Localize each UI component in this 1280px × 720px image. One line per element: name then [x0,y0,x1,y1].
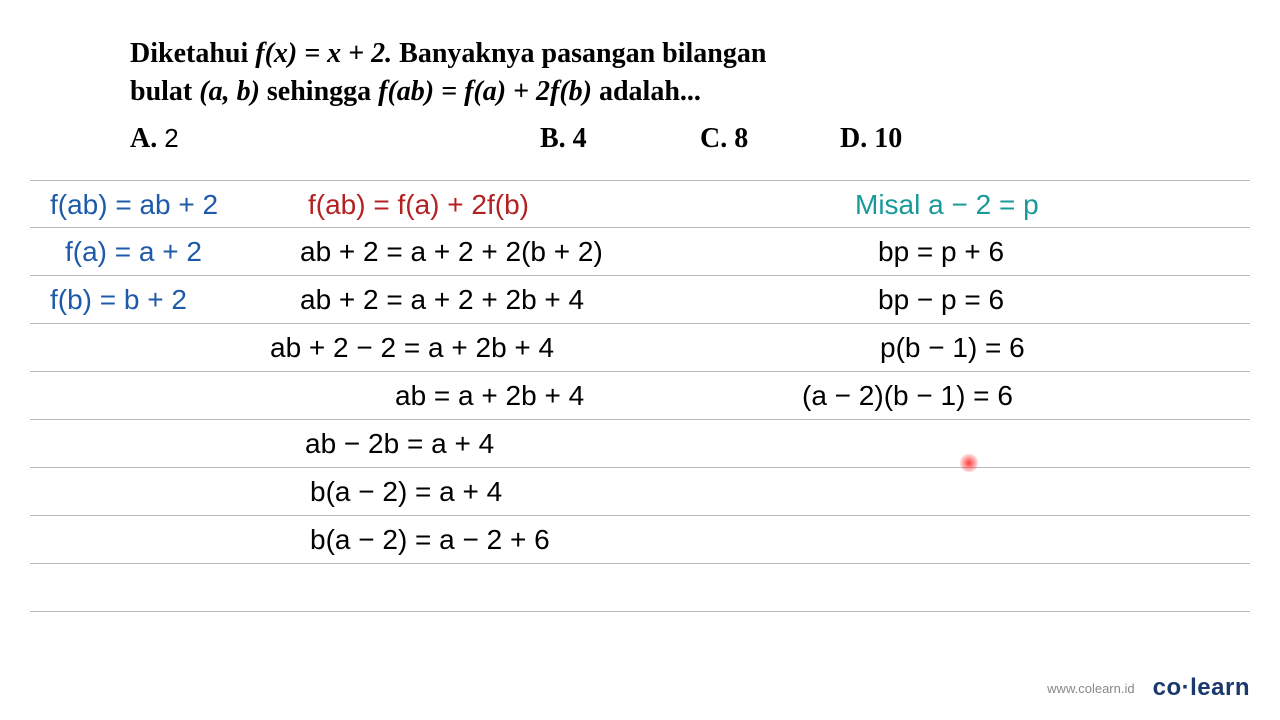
col3-cell: (a − 2)(b − 1) = 6 [802,372,1013,420]
question-line1: Diketahui f(x) = x + 2. Banyaknya pasang… [130,35,1150,73]
work-row: ab − 2b = a + 4 [30,420,1250,468]
col1-cell: f(ab) = ab + 2 [50,181,218,229]
col2-cell: b(a − 2) = a + 4 [310,468,502,516]
col2-cell: b(a − 2) = a − 2 + 6 [310,516,550,564]
col3-cell: Misal a − 2 = p [855,181,1039,229]
work-row: ab = a + 2b + 4 (a − 2)(b − 1) = 6 [30,372,1250,420]
q-post: Banyaknya pasangan bilangan [392,38,766,69]
work-row: b(a − 2) = a − 2 + 6 [30,516,1250,564]
options-row: A. 2 B. 4 C. 8 D. 10 [0,121,1280,180]
option-a-label: A. [130,123,157,154]
work-row: f(a) = a + 2 ab + 2 = a + 2 + 2(b + 2) bp … [30,228,1250,276]
col2-cell: ab − 2b = a + 4 [305,420,494,468]
q2-mid: sehingga [260,76,378,107]
logo-post: learn [1190,674,1250,701]
footer-url: www.colearn.id [1047,681,1134,696]
col2-cell: f(ab) = f(a) + 2f(b) [308,181,529,229]
option-a: A. 2 [130,123,500,155]
question-block: Diketahui f(x) = x + 2. Banyaknya pasang… [0,0,1280,121]
option-c: C. 8 [700,123,800,155]
col3-cell: bp − p = 6 [878,276,1004,324]
col1-cell: f(a) = a + 2 [65,228,202,276]
logo-dot: · [1182,674,1191,701]
pointer-dot-icon [960,454,978,472]
col3-cell: p(b − 1) = 6 [880,324,1025,372]
option-d: D. 10 [840,123,902,155]
q-pre: Diketahui [130,38,255,69]
option-a-value: 2 [164,123,178,153]
logo-pre: co [1153,674,1182,701]
work-row: f(b) = b + 2 ab + 2 = a + 2 + 2b + 4 bp − … [30,276,1250,324]
work-row: ab + 2 − 2 = a + 2b + 4 p(b − 1) = 6 [30,324,1250,372]
work-row: f(ab) = ab + 2 f(ab) = f(a) + 2f(b) Misal … [30,180,1250,228]
col2-cell: ab + 2 = a + 2 + 2b + 4 [300,276,584,324]
col2-cell: ab + 2 = a + 2 + 2(b + 2) [300,228,603,276]
q2-post: adalah... [592,76,701,107]
work-area: f(ab) = ab + 2 f(ab) = f(a) + 2f(b) Misal … [0,180,1280,612]
q2-fab: f(ab) = f(a) + 2f(b) [378,76,592,107]
work-row: b(a − 2) = a + 4 [30,468,1250,516]
col3-cell: bp = p + 6 [878,228,1004,276]
footer: www.colearn.id co·learn [1047,674,1250,702]
question-line2: bulat (a, b) sehingga f(ab) = f(a) + 2f(… [130,73,1150,111]
footer-logo: co·learn [1153,674,1250,702]
col1-cell: f(b) = b + 2 [50,276,187,324]
option-b: B. 4 [540,123,660,155]
work-row [30,564,1250,612]
col2-cell: ab + 2 − 2 = a + 2b + 4 [270,324,554,372]
q2-pre: bulat [130,76,199,107]
col2-cell: ab = a + 2b + 4 [395,372,584,420]
q2-ab: (a, b) [199,76,260,107]
q-fx: f(x) = x + 2. [255,38,392,69]
